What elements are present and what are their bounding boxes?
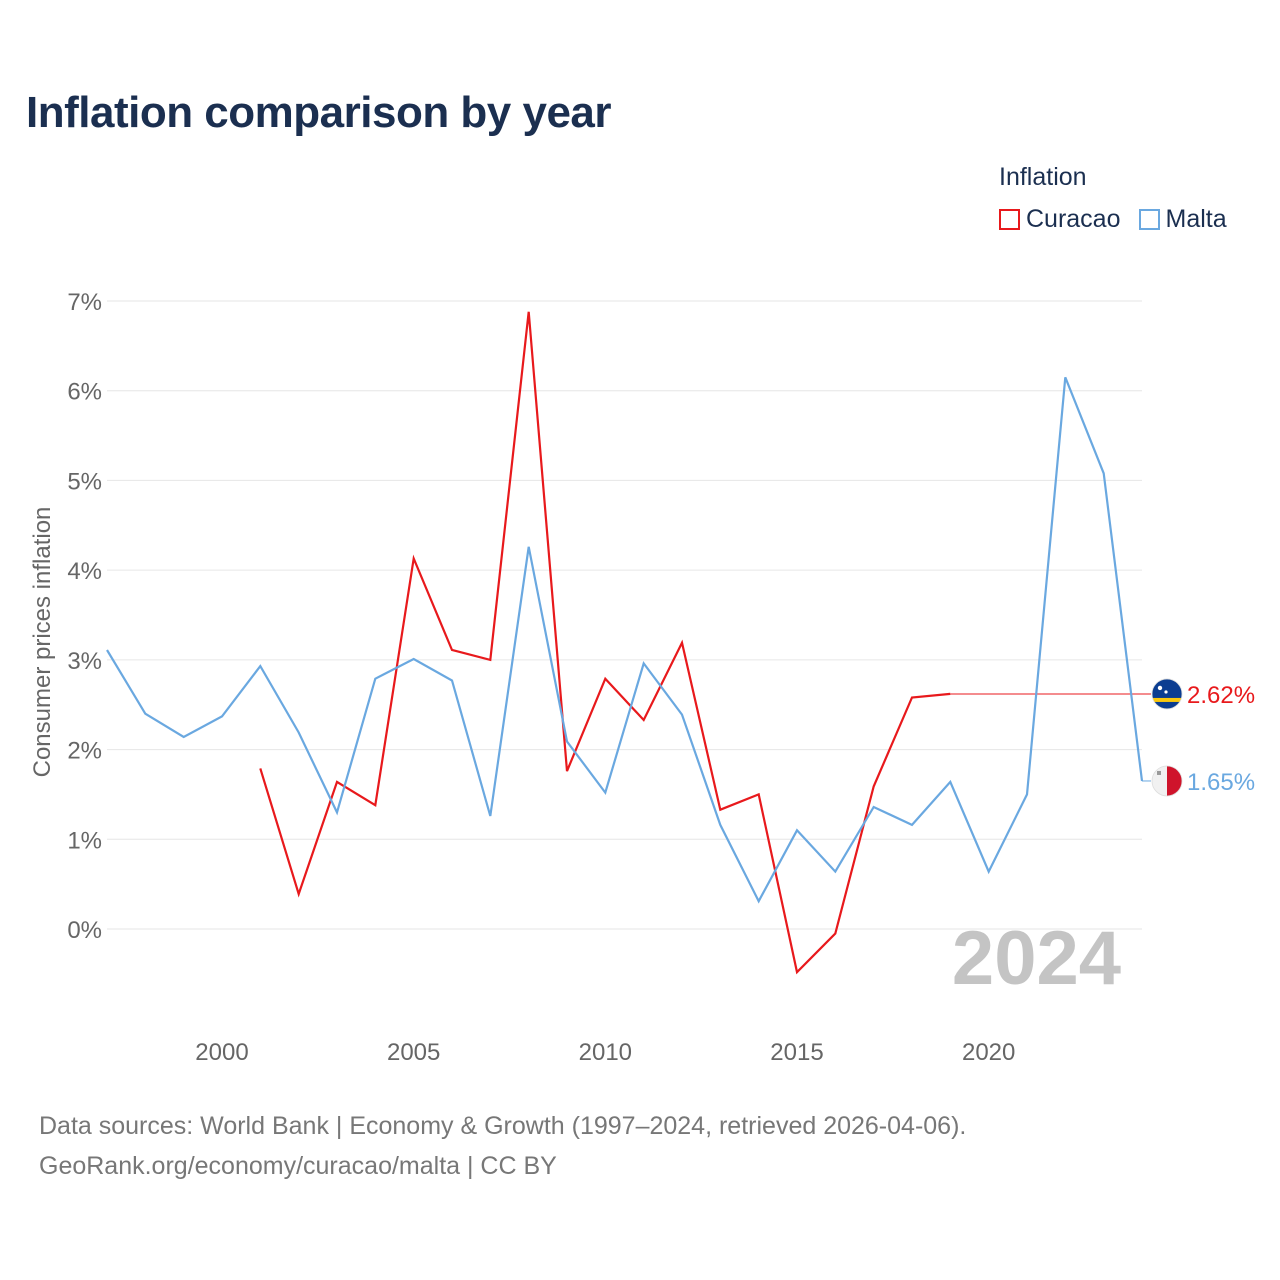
- legend-swatch-malta: [1138, 209, 1160, 230]
- legend-label-curacao: Curacao: [1026, 205, 1121, 233]
- curacao-flag-icon: [1151, 678, 1183, 710]
- x-tick-label: 2020: [962, 1039, 1015, 1066]
- series-line-curacao[interactable]: [259, 311, 951, 975]
- legend-label-malta: Malta: [1165, 205, 1227, 233]
- y-tick-label: 1%: [67, 827, 102, 854]
- y-tick-label: 4%: [67, 558, 102, 585]
- y-tick-label: 5%: [67, 468, 102, 495]
- y-tick-label: 7%: [67, 289, 102, 316]
- y-tick-label: 0%: [67, 917, 102, 944]
- x-tick-label: 2015: [770, 1039, 823, 1066]
- chart-title: Inflation comparison by year: [26, 88, 612, 137]
- y-tick-label: 3%: [67, 648, 102, 675]
- x-tick-label: 2005: [387, 1039, 440, 1066]
- x-tick-label: 2010: [579, 1039, 632, 1066]
- footer-link[interactable]: GeoRank.org/economy/curacao/malta | CC B…: [39, 1152, 557, 1180]
- y-axis-label: Consumer prices inflation: [29, 507, 56, 778]
- y-tick-label: 2%: [67, 738, 102, 765]
- inflation-line-chart: 2024 0% 1% 2% 3% 4% 5% 6% 7% 2000 2005 2010 2015 202…: [29, 289, 1255, 1066]
- legend-swatch-curacao: [999, 209, 1020, 230]
- end-label-curacao: 2.62%: [1187, 682, 1255, 709]
- footer-source: Data sources: World Bank | Economy & Gro…: [39, 1112, 967, 1140]
- series-line-malta[interactable]: [106, 376, 1144, 904]
- legend-item-malta[interactable]: Malta: [1138, 205, 1227, 234]
- malta-flag-icon: [1151, 765, 1183, 797]
- x-tick-label: 2000: [195, 1039, 248, 1066]
- y-tick-label: 6%: [67, 379, 102, 406]
- legend: Curacao Malta: [999, 205, 1245, 234]
- year-watermark: 2024: [952, 916, 1121, 1001]
- end-label-malta: 1.65%: [1187, 769, 1255, 796]
- legend-item-curacao[interactable]: Curacao: [999, 205, 1121, 234]
- legend-title: Inflation: [999, 163, 1087, 191]
- footer: Data sources: World Bank | Economy & Gro…: [39, 1106, 966, 1186]
